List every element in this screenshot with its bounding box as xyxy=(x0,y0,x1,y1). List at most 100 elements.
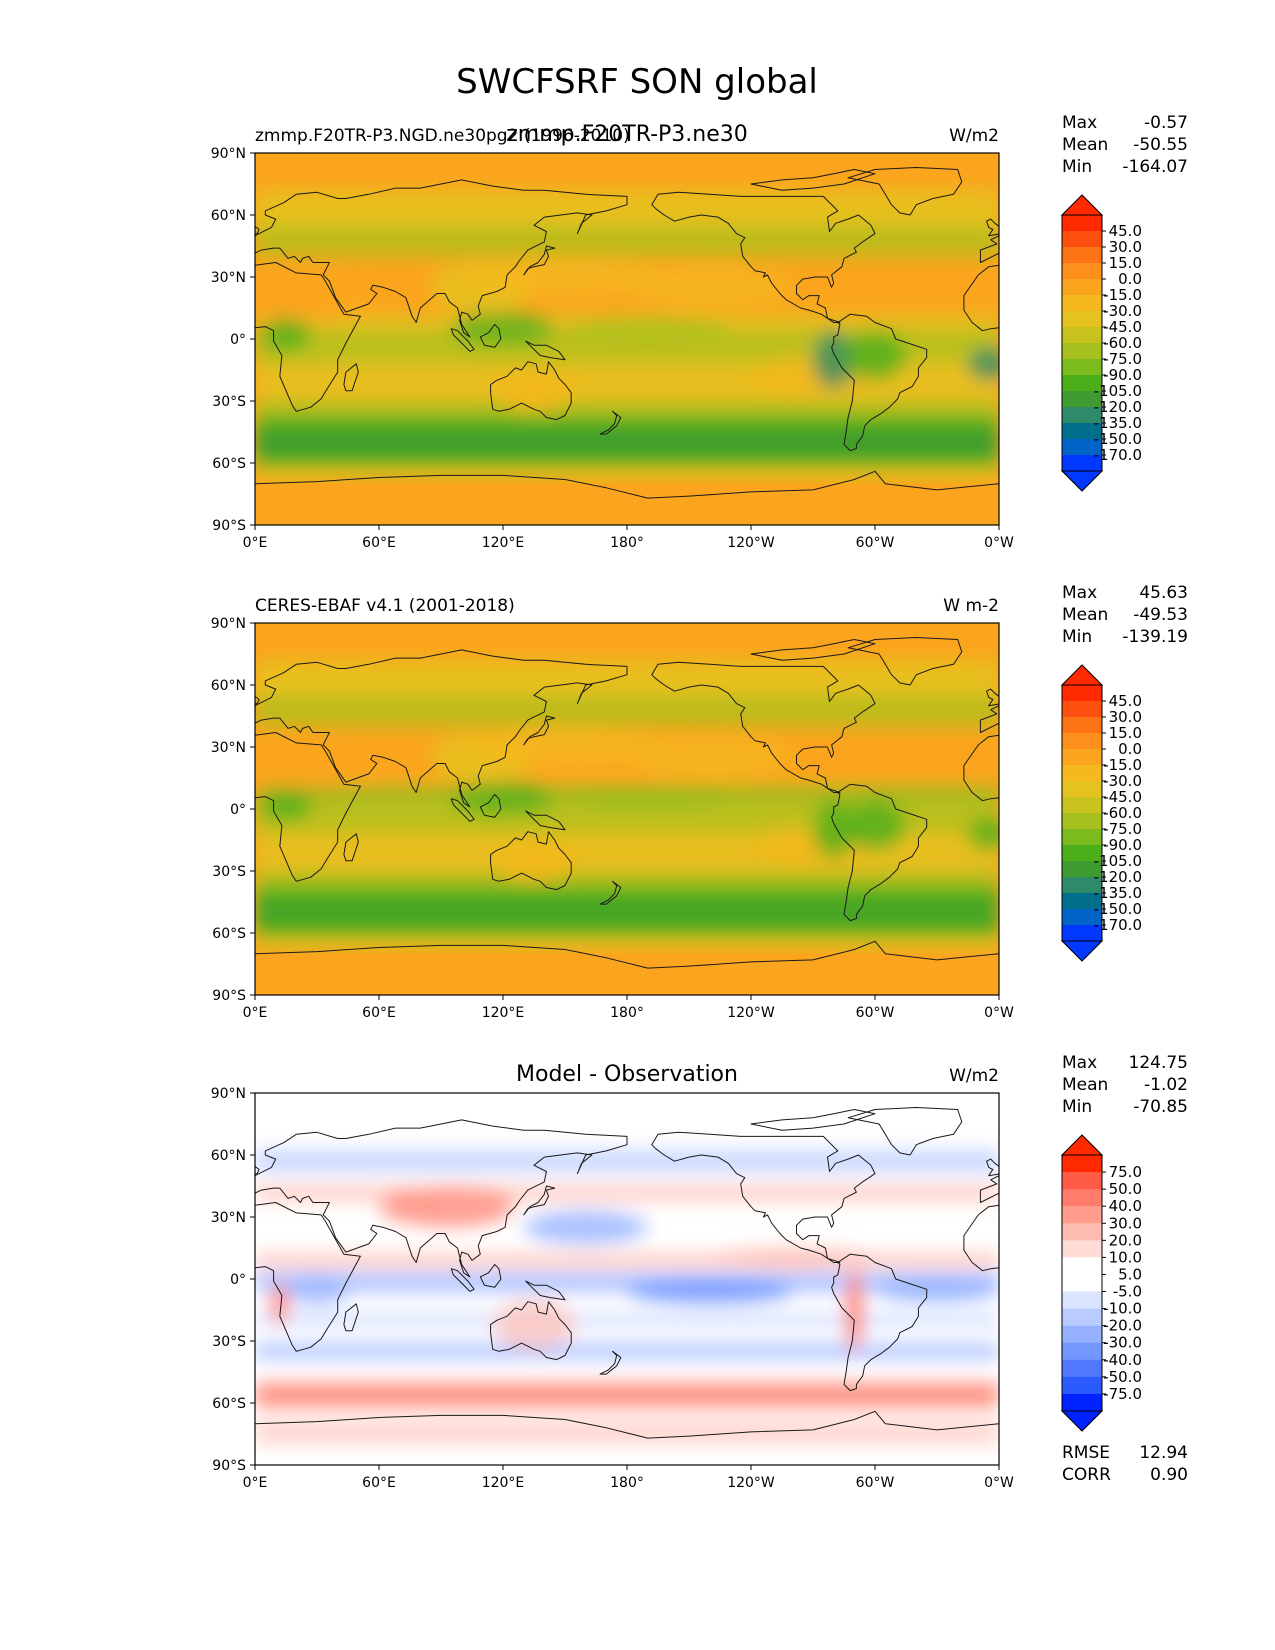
colorbar-segment xyxy=(1062,877,1102,894)
colorbar-segment xyxy=(1062,231,1102,248)
colorbar-tick-label: 75.0 xyxy=(1109,1163,1142,1181)
lon-tick-label: 0°E xyxy=(243,535,268,551)
lat-tick-label: 90°N xyxy=(211,616,246,632)
colorbar-tick-label: -30.0 xyxy=(1103,302,1142,320)
colorbar-segment xyxy=(1062,781,1102,798)
colorbar-segment xyxy=(1062,1325,1102,1344)
colorbar-tick-label: -105.0 xyxy=(1094,382,1142,400)
coastline-africa xyxy=(255,262,361,412)
colorbar-segment xyxy=(1062,717,1102,734)
colorbar-segment xyxy=(1062,327,1102,344)
colorbar-tick-label: 40.0 xyxy=(1109,1197,1142,1215)
colorbar-tick-label: -75.0 xyxy=(1103,350,1142,368)
colorbar-segment xyxy=(1062,925,1102,942)
coastline-sumatra xyxy=(450,798,475,822)
colorbar-segment xyxy=(1062,295,1102,312)
field-band xyxy=(255,1316,999,1325)
coastline-canarctic xyxy=(750,169,876,191)
colorbar-segment xyxy=(1062,861,1102,878)
field-band xyxy=(255,788,999,799)
field-anomaly xyxy=(261,318,311,352)
field-band xyxy=(255,623,999,648)
lon-tick-label: 0°E xyxy=(243,1475,268,1491)
colorbar-segment xyxy=(1062,391,1102,408)
coastline-britain xyxy=(255,1165,260,1175)
field-band xyxy=(255,937,999,950)
field-band xyxy=(255,1254,999,1267)
colorbar: 45.030.015.00.0-15.0-30.0-45.0-60.0-75.0… xyxy=(1060,194,1142,492)
coastline-greenland xyxy=(847,167,963,216)
colorbar-segment xyxy=(1062,423,1102,440)
stat-label: Min xyxy=(1062,1097,1092,1117)
field-anomaly xyxy=(813,330,855,389)
colorbar-segment xyxy=(1062,797,1102,814)
stats-block: Max 45.63 Mean -49.53 Min -139.19 xyxy=(1062,583,1188,647)
field-anomaly xyxy=(844,800,906,851)
coastline-canarctic xyxy=(750,1109,876,1131)
coastline-britain xyxy=(986,688,999,707)
coastline-antarctica xyxy=(255,470,999,525)
colorbar-tick-label: -135.0 xyxy=(1094,414,1142,432)
lon-tick-label: 120°E xyxy=(482,535,525,551)
panel-title-center: Model - Observation xyxy=(516,1062,738,1087)
colorbar-segment xyxy=(1062,1308,1102,1327)
colorbar-segment xyxy=(1062,813,1102,830)
lat-tick-label: 0° xyxy=(230,802,246,818)
lat-tick-label: 90°N xyxy=(211,1086,246,1102)
field-band xyxy=(255,1345,999,1358)
stat-label: Mean xyxy=(1062,605,1108,625)
lon-tick-label: 120°W xyxy=(727,1475,775,1491)
colorbar-tick-label: -105.0 xyxy=(1094,852,1142,870)
field-band xyxy=(255,1150,999,1172)
field-anomaly xyxy=(379,1190,441,1224)
lon-tick-label: 180° xyxy=(610,535,644,551)
colorbar-segment xyxy=(1062,685,1102,702)
lat-tick-label: 60°N xyxy=(211,208,246,224)
colorbar-segment xyxy=(1062,1393,1102,1412)
coastline-japan xyxy=(523,715,556,746)
stat-label: RMSE xyxy=(1062,1443,1110,1463)
field-anomaly xyxy=(627,1279,793,1304)
stat-label: Max xyxy=(1062,113,1097,133)
colorbar-segment xyxy=(1062,1240,1102,1258)
coastline-borneo xyxy=(479,794,502,818)
field-anomaly xyxy=(627,266,793,309)
colorbar-tick-label: -15.0 xyxy=(1103,756,1142,774)
colorbar-extend-min xyxy=(1060,470,1104,492)
field-anomaly xyxy=(271,1283,289,1325)
field-anomaly xyxy=(523,1210,648,1244)
panel-title-center: zmmp.F20TR-P3.ne30 xyxy=(506,122,748,147)
field-anomaly xyxy=(286,1272,348,1306)
colorbar-tick-label: -75.0 xyxy=(1103,1385,1142,1403)
coastline-newguinea xyxy=(525,810,566,831)
colorbar-segment xyxy=(1062,765,1102,782)
coastline-britain xyxy=(986,1158,999,1177)
colorbar-tick-label: -150.0 xyxy=(1094,430,1142,448)
lat-tick-label: 90°S xyxy=(212,518,246,534)
stat-value: 12.94 xyxy=(1139,1443,1188,1463)
colorbar-tick-label: 0.0 xyxy=(1118,740,1142,758)
coastline-antarctica xyxy=(255,1410,999,1465)
colorbar-segment xyxy=(1062,909,1102,926)
coastline-greenland xyxy=(847,1107,963,1156)
colorbar-tick-label: -30.0 xyxy=(1103,772,1142,790)
lon-tick-label: 0°W xyxy=(984,535,1014,551)
colorbar-segment xyxy=(1062,1189,1102,1207)
colorbar-tick-label: -135.0 xyxy=(1094,884,1142,902)
colorbar-tick-label: 15.0 xyxy=(1109,724,1142,742)
field-anomaly xyxy=(255,742,379,793)
field-anomaly xyxy=(844,330,906,381)
stat-value: -164.07 xyxy=(1122,157,1188,177)
stat-value: 45.63 xyxy=(1139,583,1188,603)
coastline-samerica xyxy=(831,313,928,452)
colorbar-tick-label: 20.0 xyxy=(1109,1231,1142,1249)
panel-units: W/m2 xyxy=(949,126,999,146)
coastline-britain xyxy=(255,225,260,235)
field-anomaly xyxy=(461,258,669,296)
colorbar-tick-label: -120.0 xyxy=(1094,868,1142,886)
lat-tick-label: 0° xyxy=(230,1272,246,1288)
coastline-africa xyxy=(963,264,999,332)
coastline-japan xyxy=(523,1185,556,1216)
field-band xyxy=(255,225,999,257)
panel-units: W/m2 xyxy=(949,1066,999,1086)
